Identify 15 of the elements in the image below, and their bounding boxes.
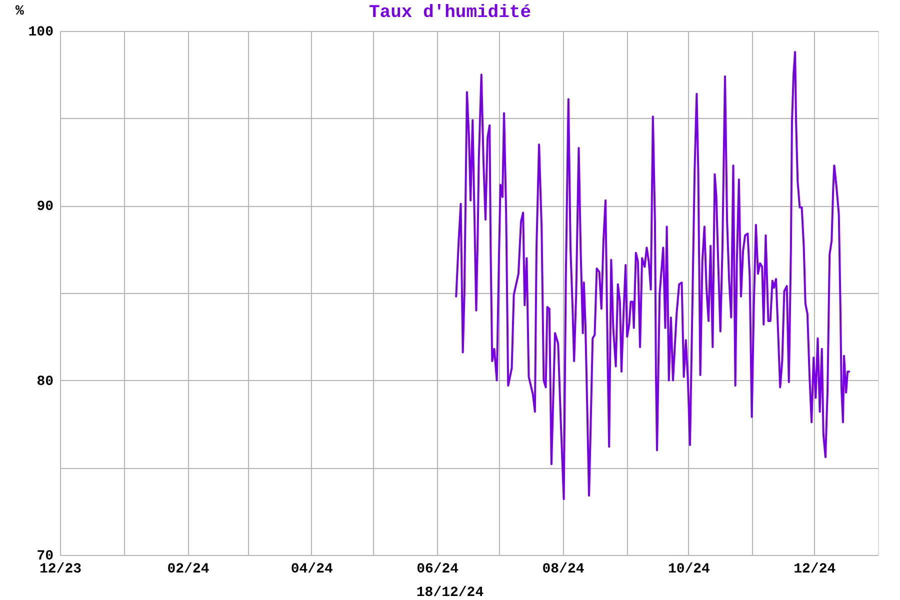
chart-title: Taux d'humidité <box>368 3 532 23</box>
x-tick-label: 12/23 <box>39 562 82 578</box>
x-tick-label: 02/24 <box>167 562 210 578</box>
x-tick-label: 10/24 <box>668 562 710 578</box>
y-tick-label: 90 <box>36 199 54 216</box>
x-tick-label: 08/24 <box>542 562 584 578</box>
x-tick-label: 12/24 <box>794 562 836 578</box>
x-tick-label: 06/24 <box>416 562 459 578</box>
y-tick-label: 100 <box>28 24 54 40</box>
text: 18/12/24 <box>416 585 484 600</box>
y-tick-label: 70 <box>36 548 54 564</box>
x-tick-label: 04/24 <box>290 562 333 578</box>
line-series <box>455 50 850 500</box>
y-tick-label: 80 <box>36 374 54 390</box>
y-axis-title: % <box>16 4 24 20</box>
